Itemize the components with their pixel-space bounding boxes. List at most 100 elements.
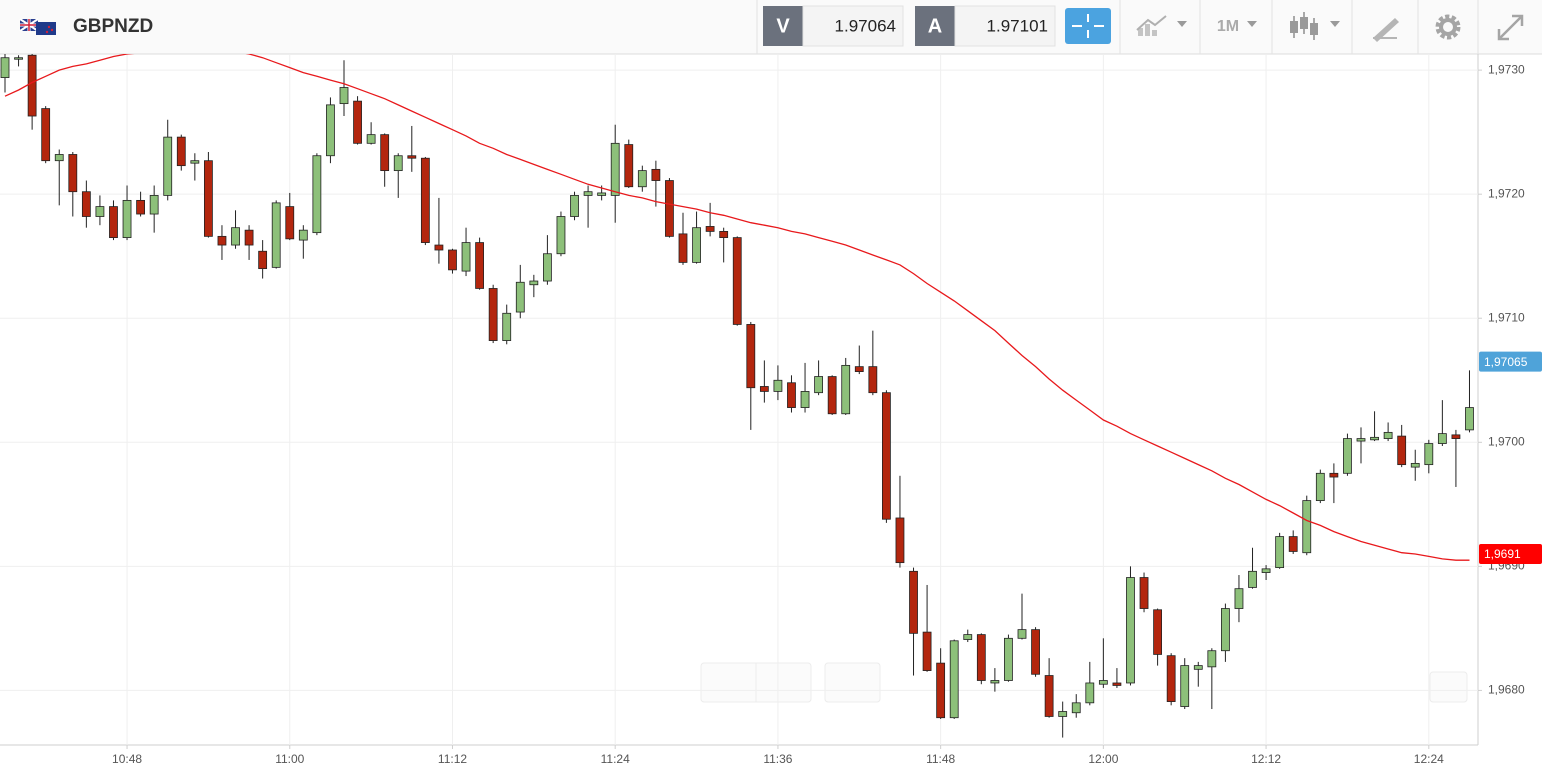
candle-body xyxy=(326,104,335,157)
chart-type-button[interactable] xyxy=(1136,15,1187,36)
candle-body xyxy=(366,134,376,144)
draw-button[interactable] xyxy=(1373,18,1399,42)
candle-body xyxy=(81,191,91,217)
crosshair-button[interactable] xyxy=(1065,8,1111,44)
candle-body xyxy=(624,144,634,188)
candle-body xyxy=(1288,536,1298,552)
candle-body xyxy=(1004,637,1013,681)
symbol: GBPNZD xyxy=(73,16,153,37)
candle-body xyxy=(1071,702,1081,714)
ask-price: 1.97101 xyxy=(987,16,1048,35)
candle-body xyxy=(14,57,23,60)
candle-body xyxy=(109,206,118,239)
candle-body xyxy=(68,154,78,193)
candle-body xyxy=(1234,588,1244,609)
crosshair-icon xyxy=(1072,14,1104,38)
ask-box xyxy=(954,5,1056,47)
candle-body xyxy=(841,364,851,415)
candle-body xyxy=(1098,680,1108,685)
candle-body xyxy=(1437,433,1447,444)
ask-button[interactable] xyxy=(915,6,955,46)
candle-body xyxy=(515,281,525,313)
candle-body xyxy=(827,376,837,415)
plot-area xyxy=(0,54,1478,745)
price-label-box xyxy=(1479,351,1542,372)
candle-body xyxy=(1058,711,1068,717)
y-tick-label: 1,9700 xyxy=(1488,434,1525,448)
price-label: 1,9691 xyxy=(1484,547,1521,561)
price-label-box xyxy=(1479,543,1542,564)
bid-box xyxy=(802,5,904,47)
candle-body xyxy=(692,227,701,263)
candle-body xyxy=(244,229,254,246)
candle-body xyxy=(665,180,674,237)
candle-body xyxy=(909,570,918,634)
separators xyxy=(1119,0,1479,54)
candle-body xyxy=(231,227,240,246)
candle-body xyxy=(190,160,200,164)
candle-body xyxy=(759,386,769,392)
candle-body xyxy=(1261,568,1271,573)
settings-button[interactable] xyxy=(1435,14,1461,40)
x-tick-label: 11:48 xyxy=(926,752,955,766)
candle-body xyxy=(1302,500,1312,554)
y-tick-label: 1,9730 xyxy=(1488,62,1525,76)
candle-body xyxy=(407,155,417,159)
expand-button[interactable] xyxy=(1497,14,1524,41)
flag-icon xyxy=(19,18,56,35)
bid-price: 1.97064 xyxy=(835,16,896,35)
candle-body xyxy=(1085,682,1095,704)
timeframe-button[interactable]: 1M xyxy=(1217,18,1257,35)
candle-body xyxy=(1139,577,1149,609)
candle-body xyxy=(1356,438,1366,442)
candle-body xyxy=(271,202,281,268)
candle-body xyxy=(1112,682,1122,686)
x-tick-label: 11:00 xyxy=(275,752,304,766)
candle-body xyxy=(1017,629,1027,639)
candle-body xyxy=(529,280,539,286)
candle-body xyxy=(1248,570,1257,588)
candle-body xyxy=(27,54,37,117)
candle-body xyxy=(678,233,688,263)
candle-body xyxy=(597,192,607,196)
candle-body xyxy=(543,253,552,282)
candle-body xyxy=(1329,472,1339,478)
candle-body xyxy=(1126,577,1135,684)
candle-type-button[interactable] xyxy=(1290,12,1340,40)
y-tick-label: 1,9710 xyxy=(1488,310,1525,324)
candle-body xyxy=(434,244,444,251)
candle-body xyxy=(1153,609,1162,655)
candle-body xyxy=(814,376,823,394)
candle-body xyxy=(339,87,349,105)
x-tick-label: 12:00 xyxy=(1088,752,1118,766)
price-label: 1,97065 xyxy=(1484,355,1528,369)
candle-body xyxy=(353,100,362,144)
x-tick-label: 11:24 xyxy=(601,752,630,766)
candle-body xyxy=(420,157,430,243)
candle-body xyxy=(1180,665,1190,707)
candle-body xyxy=(475,242,485,289)
candle-body xyxy=(176,136,186,167)
bid-button[interactable] xyxy=(763,6,803,46)
candle-body xyxy=(1193,665,1203,670)
candle-body xyxy=(1315,472,1325,502)
candle-body xyxy=(1383,431,1393,439)
candle-body xyxy=(719,231,729,239)
candle-body xyxy=(882,392,891,520)
candle-body xyxy=(1465,407,1474,431)
candle-body xyxy=(651,168,661,181)
candle-body xyxy=(488,288,498,341)
candle-body xyxy=(41,108,51,162)
x-tick-label: 12:24 xyxy=(1414,752,1444,766)
candle-body xyxy=(203,160,213,237)
candle-body xyxy=(1397,435,1407,466)
candle-body xyxy=(800,391,810,408)
candle-body xyxy=(163,136,173,196)
moving-average xyxy=(4,54,1470,561)
y-tick-label: 1,9720 xyxy=(1488,186,1525,200)
candle-body xyxy=(570,195,579,217)
candle-body xyxy=(136,199,146,215)
candle-body xyxy=(95,206,105,217)
